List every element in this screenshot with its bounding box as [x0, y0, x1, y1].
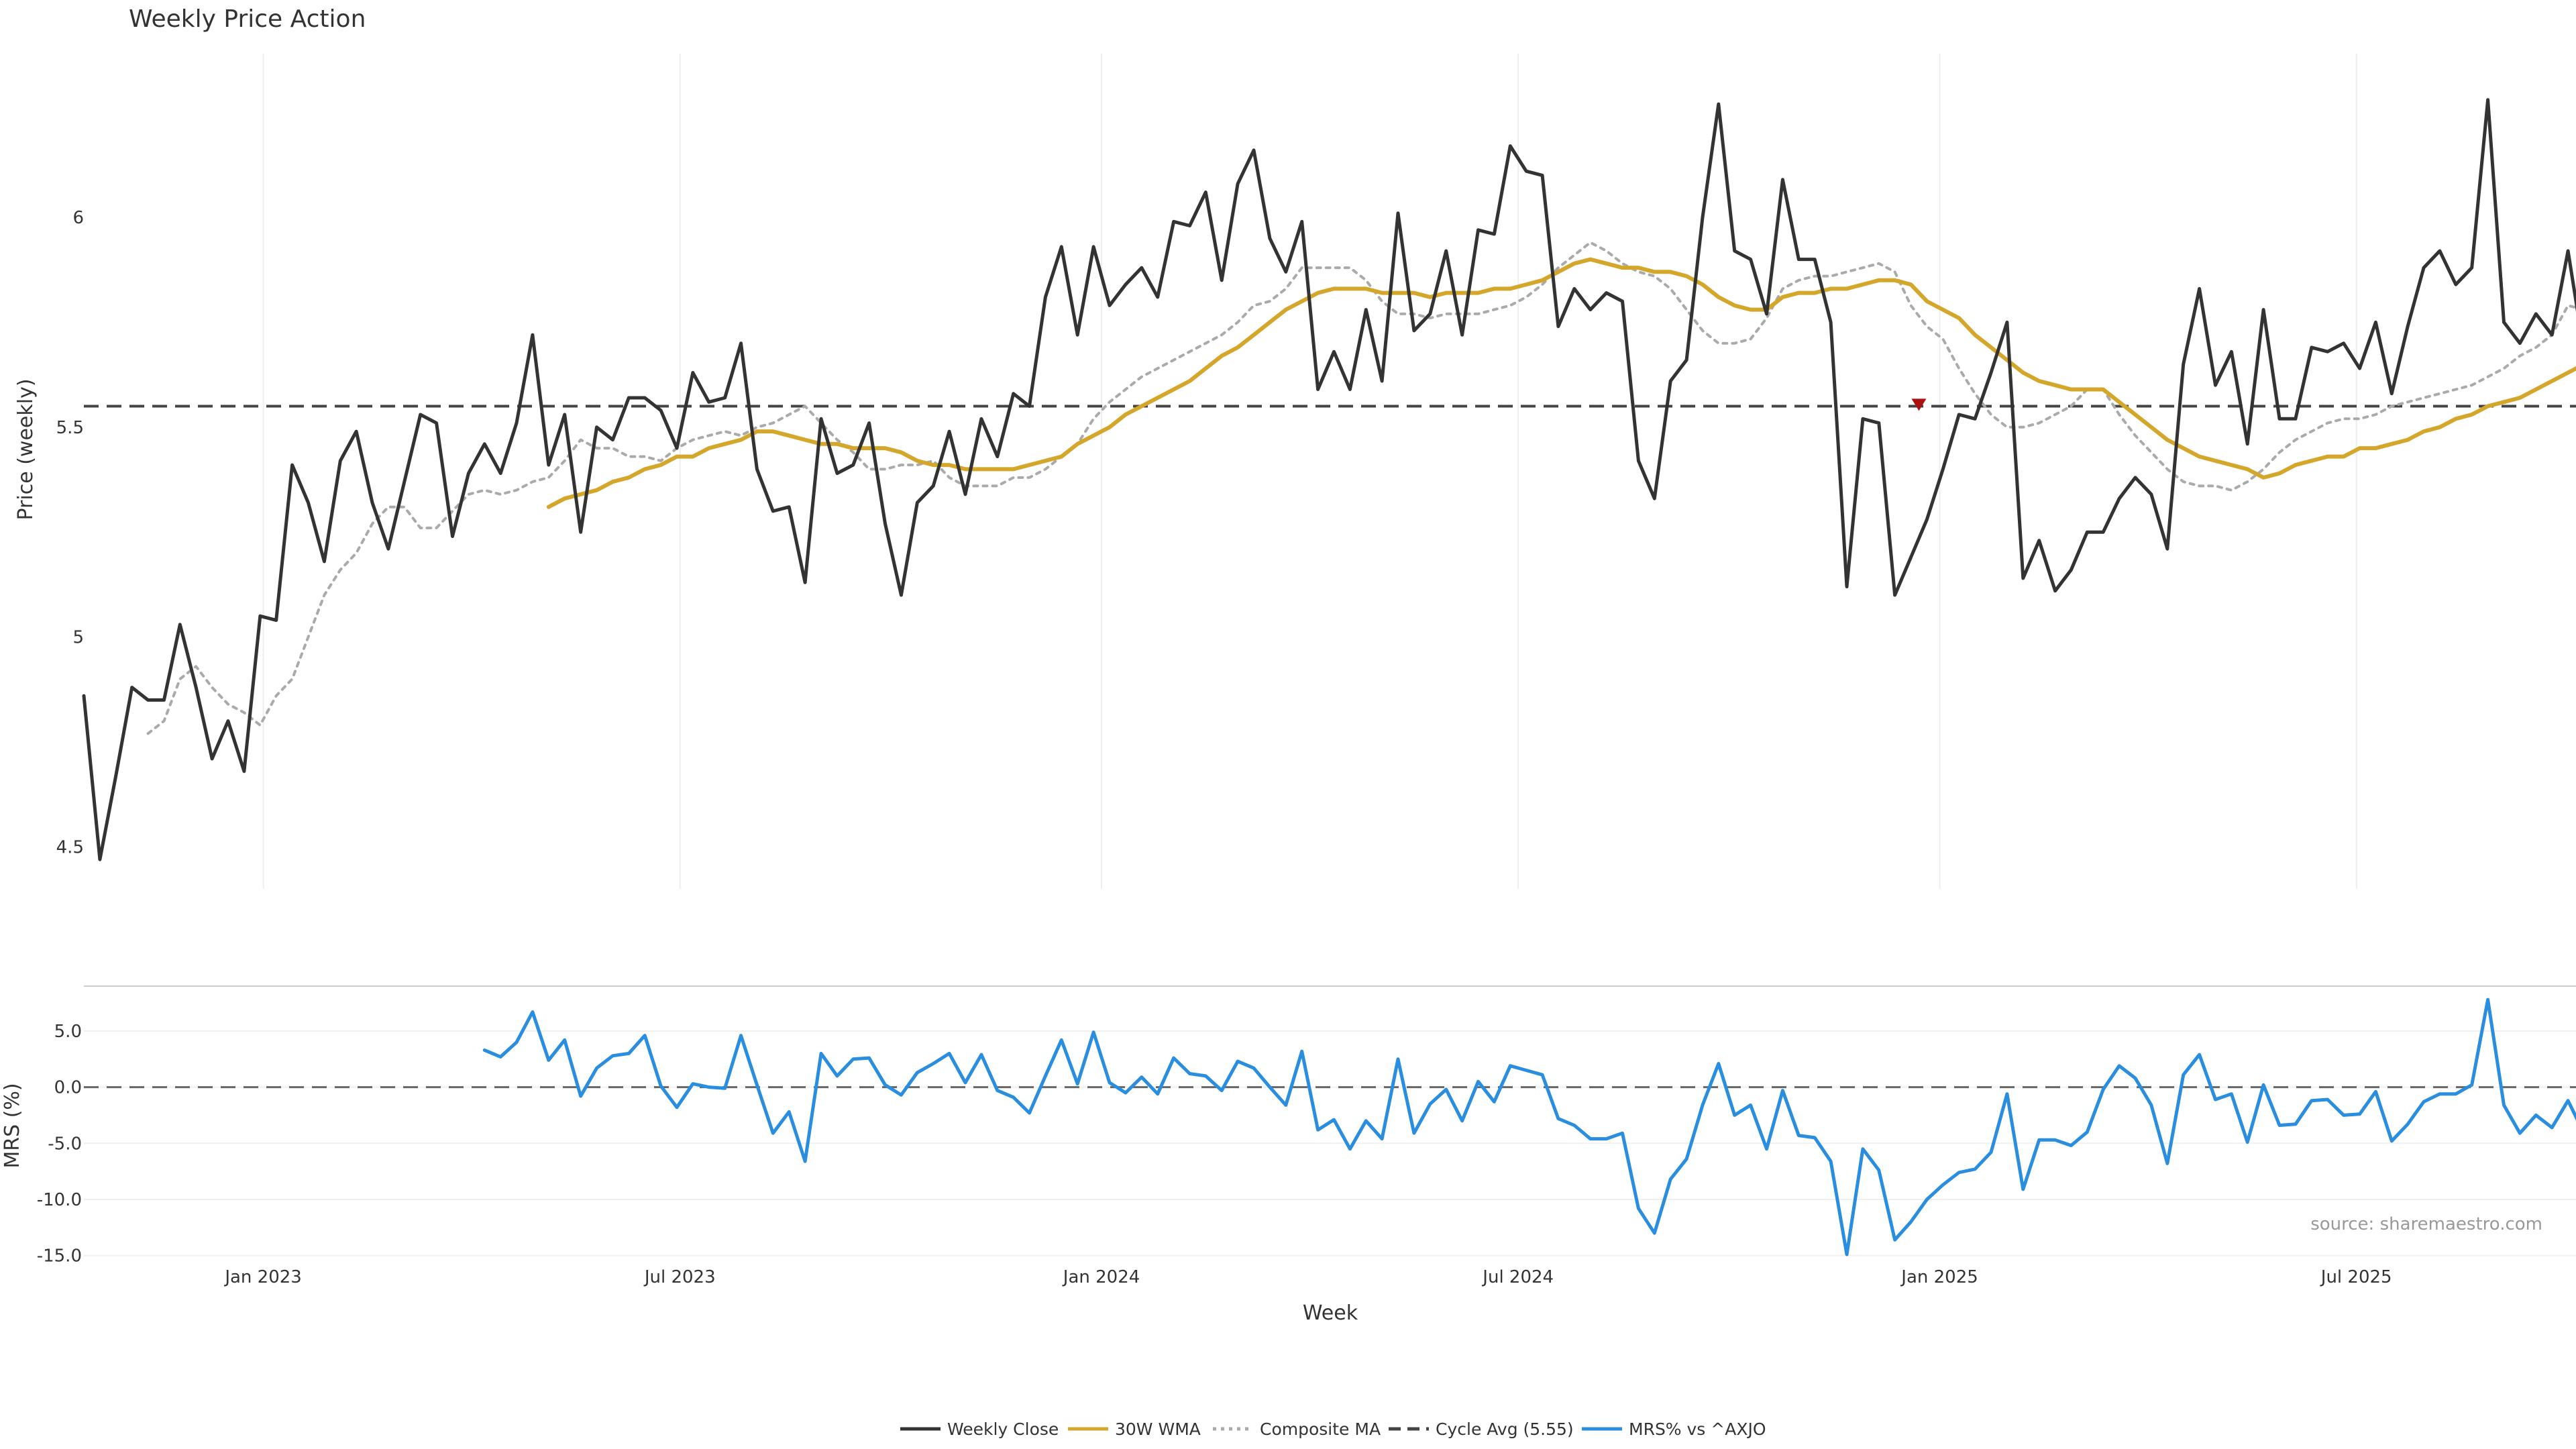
x-tick-label: Jul 2023	[643, 1267, 716, 1287]
price-y-tick-label: 4.5	[56, 837, 84, 857]
mrs-y-tick-label: 0.0	[54, 1078, 82, 1098]
x-tick-label: Jul 2024	[1481, 1267, 1554, 1287]
price-y-tick-label: 6	[72, 208, 84, 228]
mrs-y-tick-label: 5.0	[54, 1022, 82, 1042]
legend: Weekly Close 30W WMA Composite MA Cycle Avg…	[900, 1419, 1766, 1439]
price-series	[82, 98, 2576, 861]
series-30w-wma-line	[546, 257, 2576, 509]
legend-label-weekly-close: Weekly Close	[947, 1419, 1059, 1439]
x-axis-label: Week	[1303, 1301, 1358, 1325]
series-mrs-vs-axjo-line	[482, 998, 2576, 1256]
price-y-tick-label: 5	[72, 628, 84, 648]
legend-label-30w-wma: 30W WMA	[1115, 1419, 1201, 1439]
cycle-signal-marker	[1911, 398, 1927, 411]
chart-title: Weekly Price Action	[129, 5, 366, 33]
mrs-y-axis-label: MRS (%)	[1, 1083, 24, 1168]
series-composite-ma-line	[146, 241, 2576, 735]
legend-label-mrs-vs-axjo: MRS% vs ^AXJO	[1629, 1419, 1766, 1439]
source-annotation: source: sharemaestro.com	[2310, 1214, 2542, 1234]
price-gridlines	[262, 54, 2357, 889]
x-tick-label: Jan 2025	[1900, 1267, 1978, 1287]
price-panel: 4.5 5 5.5 6 Price (weekly)	[14, 54, 2576, 889]
x-tick-label: Jul 2025	[2320, 1267, 2392, 1287]
legend-label-composite-ma: Composite MA	[1260, 1419, 1381, 1439]
x-axis-ticks: Jan 2023 Jul 2023 Jan 2024 Jul 2024 Jan 2025…	[223, 1267, 2392, 1287]
price-y-axis-label: Price (weekly)	[14, 378, 38, 520]
legend-label-cycle-avg-5-55: Cycle Avg (5.55)	[1436, 1419, 1574, 1439]
mrs-y-tick-label: -10.0	[37, 1190, 82, 1210]
series-weekly-close-line	[82, 98, 2576, 861]
mrs-y-ticks: 5.0 0.0 -5.0 -10.0 -15.0	[37, 1022, 82, 1267]
mrs-series	[84, 998, 2576, 1256]
price-y-ticks: 4.5 5 5.5 6	[56, 208, 84, 857]
x-tick-label: Jan 2023	[223, 1267, 302, 1287]
mrs-y-tick-label: -15.0	[37, 1246, 82, 1267]
price-y-tick-label: 5.5	[56, 418, 84, 438]
mrs-y-tick-label: -5.0	[48, 1134, 82, 1154]
mrs-panel: 5.0 0.0 -5.0 -10.0 -15.0 MRS (%) source: sha…	[1, 985, 2576, 1267]
x-tick-label: Jan 2024	[1062, 1267, 1140, 1287]
